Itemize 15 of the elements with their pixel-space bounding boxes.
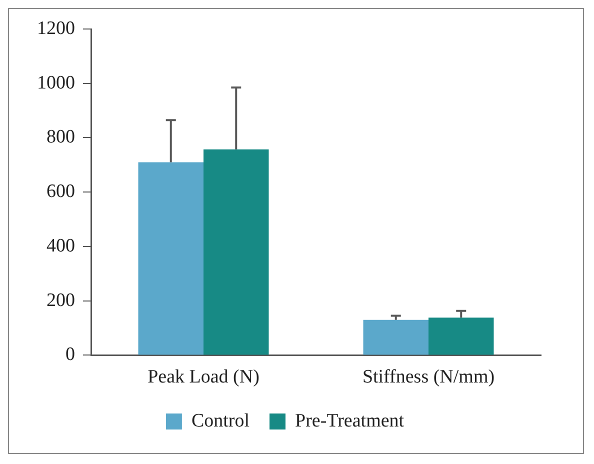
x-tick-label: Peak Load (N) (148, 366, 260, 388)
y-tick-label: 600 (46, 181, 75, 202)
bar (428, 318, 494, 355)
x-tick-label: Stiffness (N/mm) (362, 366, 495, 388)
legend-label: Pre-Treatment (295, 410, 405, 432)
bar (363, 320, 428, 355)
y-tick-label: 0 (66, 344, 75, 366)
legend-label: Control (191, 410, 250, 432)
y-tick-label: 1200 (37, 18, 75, 39)
y-tick-label: 800 (46, 126, 75, 148)
bar (204, 149, 269, 355)
y-tick-label: 400 (46, 235, 75, 256)
y-tick-label: 1000 (37, 72, 75, 94)
y-tick-label: 200 (46, 290, 75, 311)
bar (138, 162, 204, 355)
